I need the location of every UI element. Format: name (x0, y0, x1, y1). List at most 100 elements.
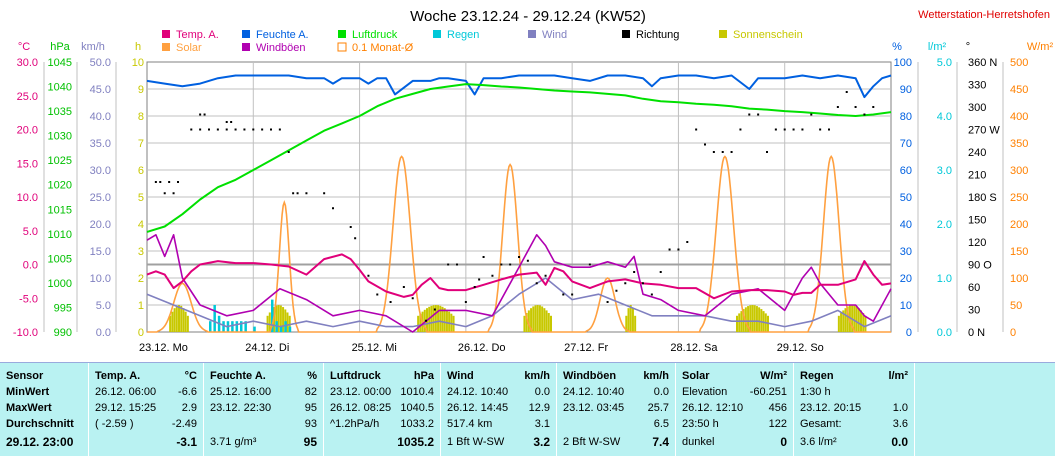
sunshine-bar (736, 315, 738, 332)
sunshine-bar (840, 313, 843, 332)
stats-rain-label: 1:30 h (800, 386, 831, 398)
sunshine-bar (844, 308, 847, 332)
stats-col-rain: Regen l/m² 1:30 h 23.12. 20:15 1.0 Gesamt: 3.6… (794, 363, 914, 456)
direction-dot (190, 128, 193, 131)
stats-gusts-value: 0.0 (653, 386, 669, 398)
direction-dot (163, 192, 166, 195)
kmh-tick-label: 35.0 (90, 138, 111, 150)
direction-dot (774, 128, 777, 131)
stats-gusts-value: 7.4 (652, 435, 669, 449)
legend-label: Windböen (256, 42, 306, 54)
sunshine-bar (541, 306, 544, 332)
hpa-tick-label: 995 (54, 302, 72, 314)
temp-tick-label: 10.0 (17, 192, 38, 204)
direction-dot (491, 274, 494, 277)
direction-dot (783, 128, 786, 131)
direction-dot (433, 308, 436, 311)
direction-dot (199, 113, 202, 116)
rain-bar (231, 321, 234, 332)
sunshine-bar (175, 305, 178, 332)
legend-label: Luftdruck (352, 29, 398, 41)
stats-solar-unit: W/m² (760, 370, 787, 382)
stats-humidity-value: 95 (304, 402, 317, 414)
sunshine-bar (753, 305, 756, 332)
sunshine-bar (439, 305, 442, 332)
wind-line (146, 277, 892, 328)
direction-dot (704, 143, 706, 146)
stats-pressure-value: 1035.2 (397, 435, 434, 449)
direction-dot (650, 293, 653, 296)
direction-dot (606, 301, 609, 303)
legend-swatch (338, 30, 346, 38)
sunshine-bar (536, 305, 539, 332)
sunshine-bar (530, 308, 533, 332)
sunshine-bar (525, 313, 528, 332)
sunshine-bar (744, 307, 747, 332)
stats-pressure-header: Luftdruck (330, 370, 381, 382)
direction-dot (154, 181, 157, 183)
stats-solar-label: dunkel (682, 436, 715, 448)
pct-tick-label: 50 (900, 192, 912, 204)
direction-dot (425, 319, 427, 322)
stats-separator (323, 363, 324, 456)
direction-dot (686, 241, 689, 243)
stats-solar-label: 26.12. 12:10 (682, 402, 744, 414)
legend-label: Sonnenschein (733, 29, 803, 41)
wm2-tick-label: 200 (1010, 219, 1028, 231)
direction-dot (168, 181, 171, 183)
stats-humidity-value: 95 (303, 435, 317, 449)
pressure-line (146, 83, 892, 233)
direction-dot (535, 282, 538, 285)
kmh-tick-label: 10.0 (90, 273, 111, 285)
stats-separator (675, 363, 676, 456)
legend-label: Solar (176, 42, 202, 54)
hpa-tick-label: 1005 (48, 253, 72, 265)
hpa-tick-label: 1000 (48, 278, 72, 290)
stats-temp-value: -6.6 (178, 386, 197, 398)
legend-label: Temp. A. (176, 29, 219, 41)
sunshine-bar (268, 312, 271, 332)
stats-solar-value: -60.251 (749, 386, 787, 398)
direction-dot (836, 106, 839, 108)
kmh-tick-label: 15.0 (90, 246, 111, 258)
rain-bar (235, 321, 239, 332)
sunshine-bar (527, 310, 530, 332)
wm2-tick-label: 100 (1010, 273, 1028, 285)
pct-tick-label: 100 (894, 57, 912, 69)
day-label: 29.12. So (777, 342, 824, 354)
sunshine-bar (862, 313, 865, 332)
stats-wind-header: Wind (447, 370, 474, 382)
temp-tick-label: 20.0 (17, 125, 38, 137)
pct-tick-label: 0 (906, 327, 912, 339)
direction-dot (526, 259, 529, 262)
kmh-tick-label: 50.0 (90, 57, 111, 69)
direction-dot (482, 256, 485, 258)
sunshine-bar (864, 315, 867, 332)
direction-dot (659, 271, 662, 273)
sunshine-bar (857, 308, 860, 332)
kmh-tick-label: 45.0 (90, 84, 111, 96)
temp-tick-label: 0.0 (23, 260, 38, 272)
sunshine-bar (758, 307, 761, 332)
direction-dot (500, 263, 503, 266)
sunshine-bar (846, 306, 849, 332)
stats-separator (556, 363, 557, 456)
stats-humidity-header: Feuchte A. (210, 370, 266, 382)
sunshine-bar (182, 308, 185, 332)
kmh-tick-label: 40.0 (90, 111, 111, 123)
direction-dot (261, 128, 264, 131)
stats-solar-value: 122 (768, 418, 787, 430)
stats-solar-value: 0 (780, 435, 787, 449)
stats-gusts-value: 25.7 (647, 402, 669, 414)
sunshine-bar (547, 313, 550, 332)
direction-dot (845, 91, 848, 93)
rain-bar (271, 299, 274, 332)
legend-label: Wind (542, 29, 567, 41)
stats-pressure-label: 26.12. 08:25 (330, 402, 392, 414)
rain-bar (209, 321, 212, 332)
deg-tick-label: 210 (968, 170, 986, 182)
sunshine-bar (747, 306, 750, 332)
stats-wind-value: 3.2 (533, 435, 550, 449)
hours-unit: h (135, 41, 141, 53)
rain-bar (222, 321, 225, 332)
